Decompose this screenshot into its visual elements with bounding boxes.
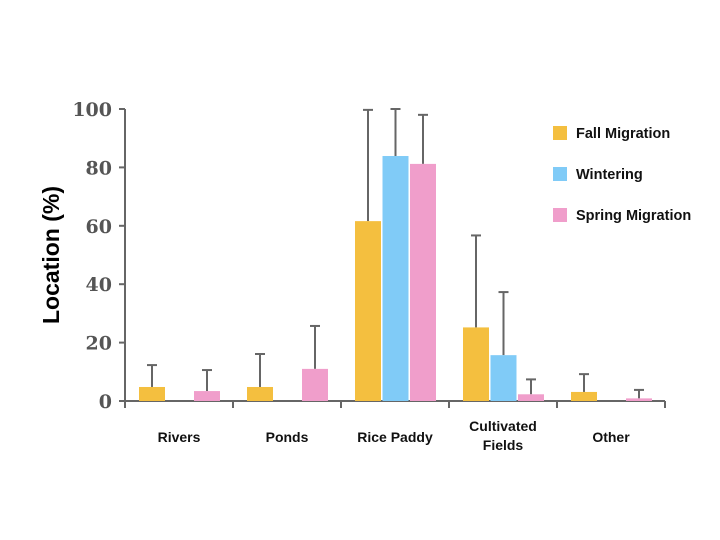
bar-wintering <box>382 156 409 401</box>
bar-spring-migration <box>518 394 544 401</box>
y-tick-label: 60 <box>86 216 112 238</box>
legend-label: Fall Migration <box>576 126 670 142</box>
x-category-label: Cultivated Fields <box>469 418 537 453</box>
bar-spring-migration <box>302 368 328 401</box>
legend-swatch <box>553 208 567 222</box>
y-tick-label: 80 <box>86 157 112 179</box>
legend-swatch <box>553 126 567 140</box>
x-category-label: Rivers <box>158 429 201 445</box>
y-tick-label: 40 <box>86 274 112 296</box>
bar-fall-migration <box>463 327 489 401</box>
legend-swatch <box>553 167 567 181</box>
bar-spring-migration <box>626 398 652 401</box>
x-category-label: Ponds <box>266 429 309 445</box>
x-category-label: Other <box>592 429 630 445</box>
legend-label: Spring Migration <box>576 208 691 224</box>
bar-spring-migration <box>194 391 220 401</box>
bar-fall-migration <box>247 386 273 401</box>
bar-fall-migration <box>355 221 381 401</box>
bar-spring-migration <box>410 163 436 401</box>
bar-wintering <box>490 355 517 401</box>
bar-fall-migration <box>139 386 165 401</box>
x-category-label: Rice Paddy <box>357 429 433 445</box>
y-tick-label: 20 <box>86 333 112 355</box>
y-axis-label: Location (%) <box>38 186 64 324</box>
legend-label: Wintering <box>576 167 643 183</box>
y-tick-label: 0 <box>99 391 112 413</box>
y-tick-label: 100 <box>72 99 112 121</box>
bar-fall-migration <box>571 391 597 401</box>
